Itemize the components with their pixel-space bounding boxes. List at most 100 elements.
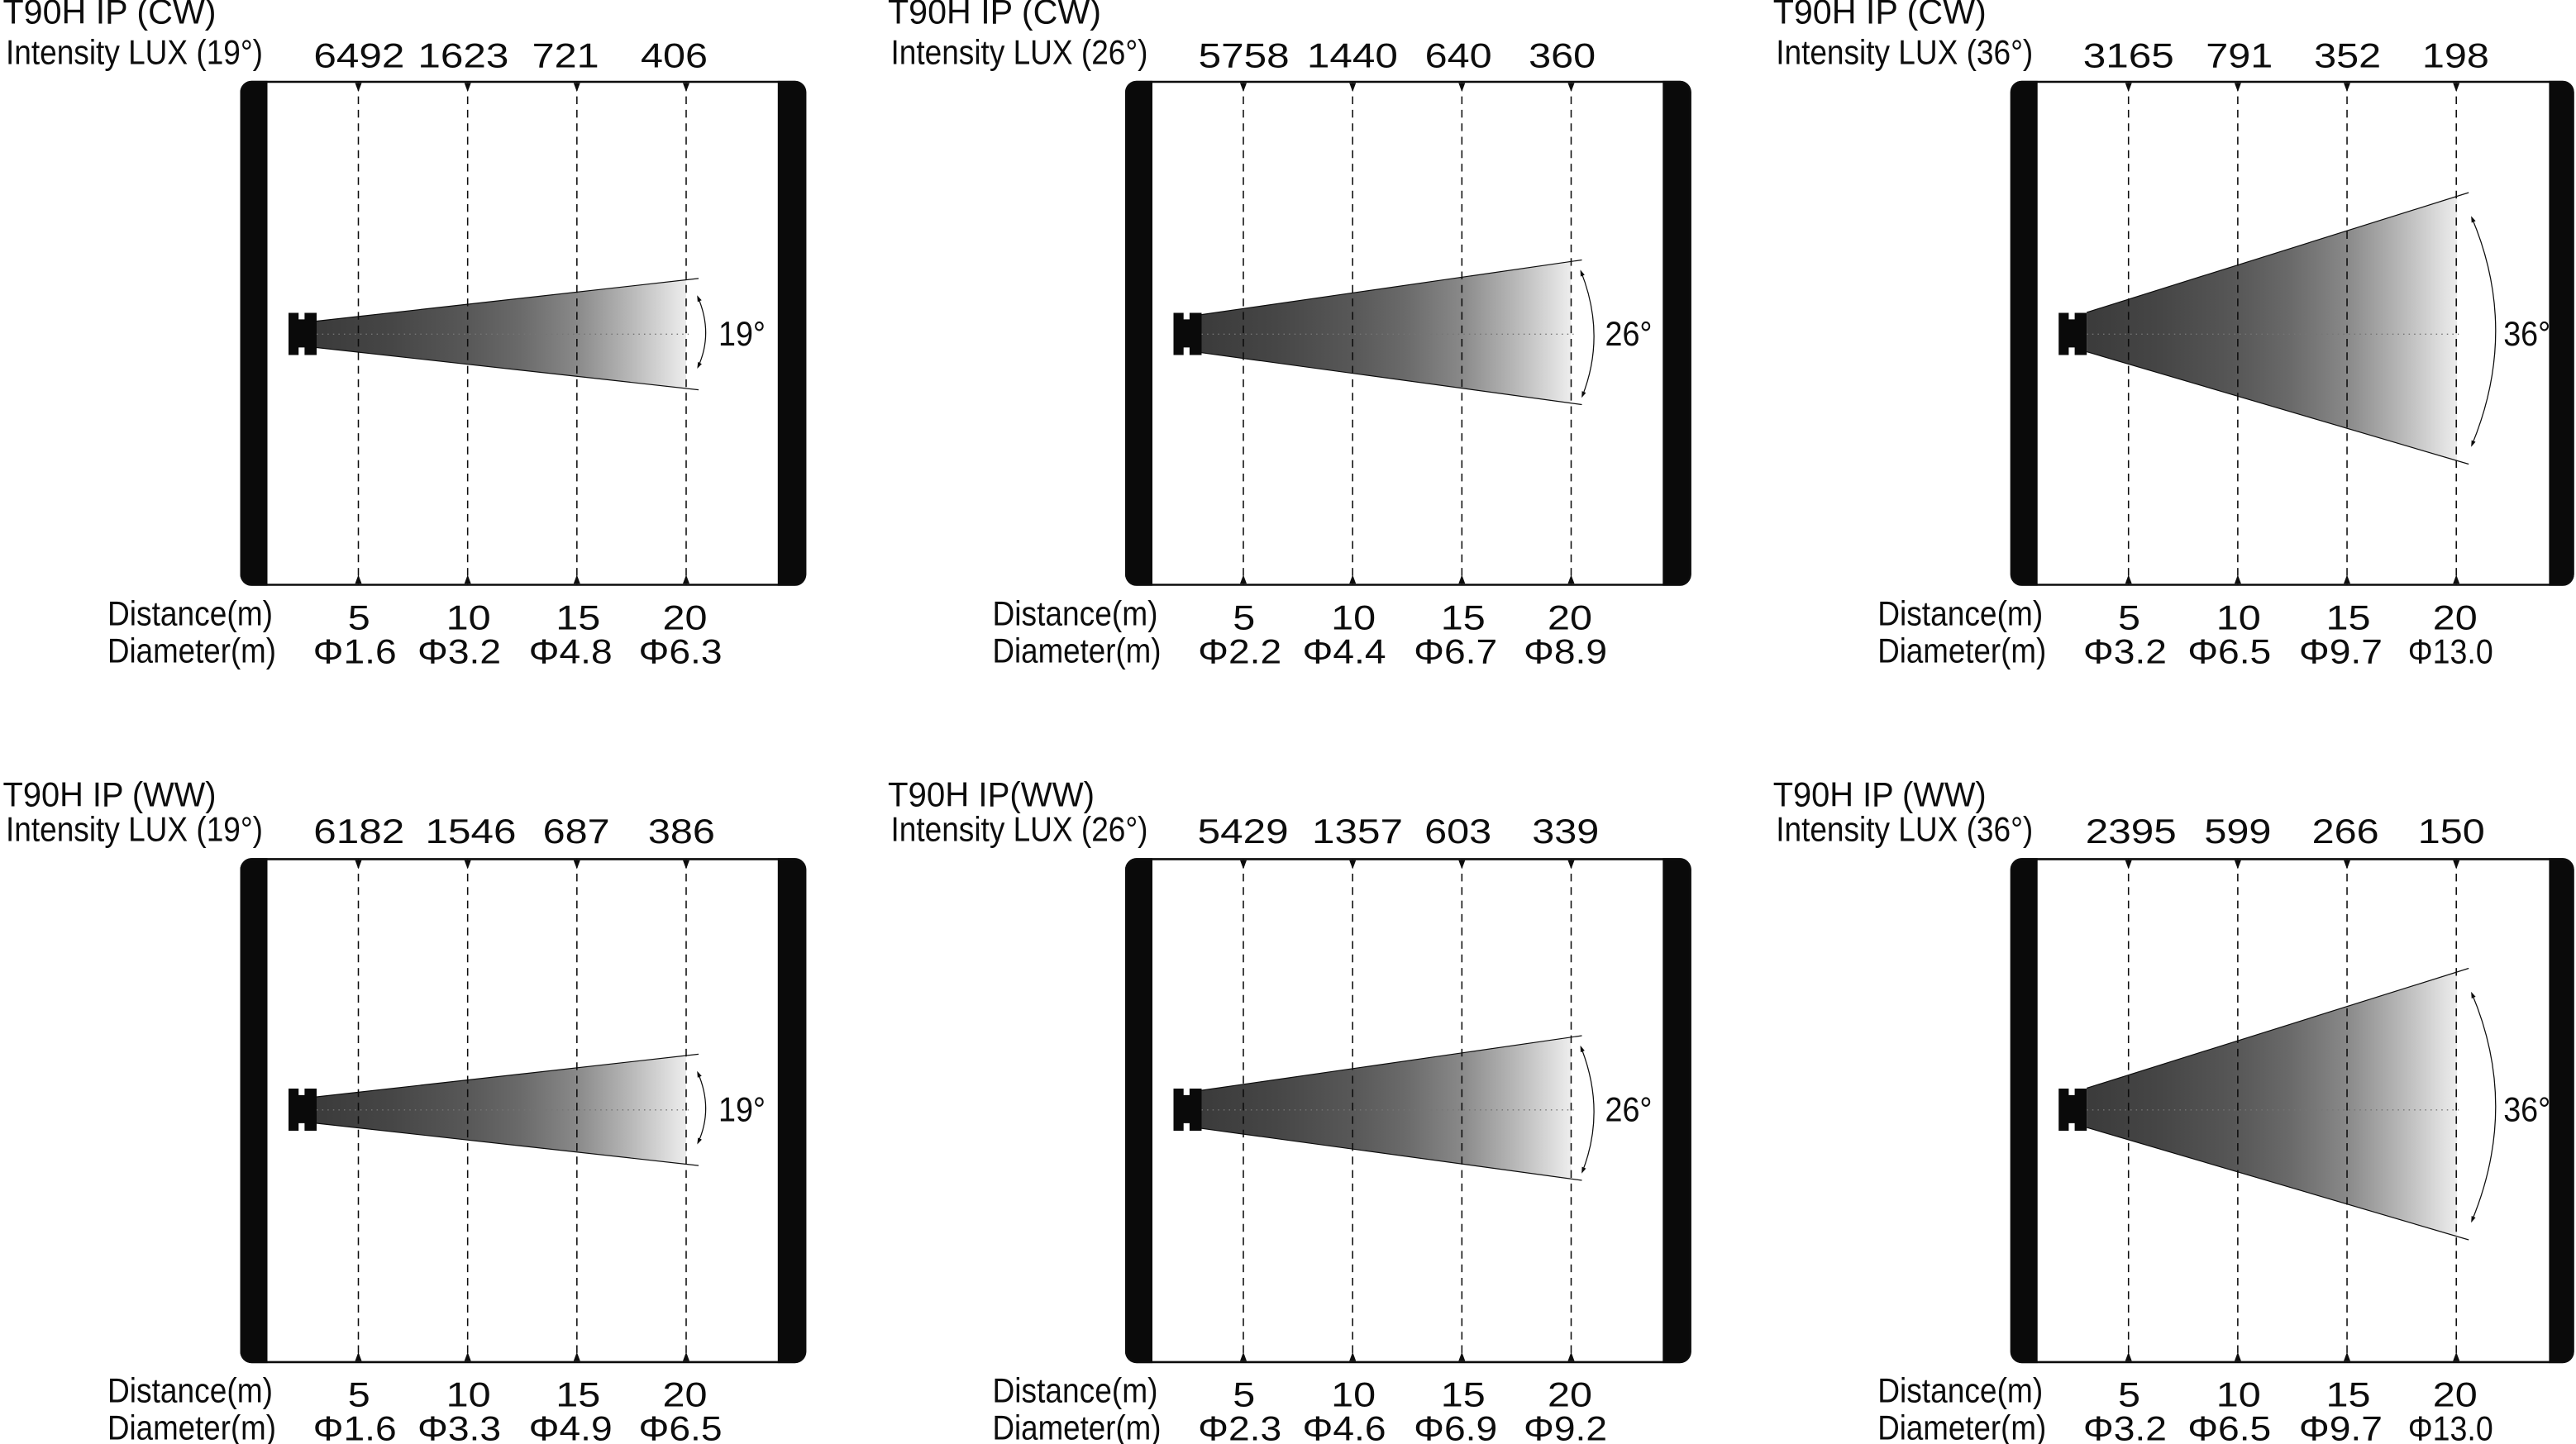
svg-text:791: 791: [2206, 36, 2273, 75]
svg-text:T90H IP (CW): T90H IP (CW): [1773, 0, 1987, 31]
svg-text:T90H IP (WW): T90H IP (WW): [1773, 775, 1987, 814]
svg-text:10: 10: [446, 598, 491, 637]
svg-text:5429: 5429: [1198, 812, 1289, 851]
svg-text:1440: 1440: [1307, 36, 1398, 75]
svg-text:Distance(m): Distance(m): [1877, 1370, 2043, 1409]
svg-text:352: 352: [2314, 36, 2381, 75]
svg-text:Φ6.5: Φ6.5: [2187, 1408, 2271, 1444]
svg-text:T90H IP(WW): T90H IP(WW): [888, 775, 1095, 814]
svg-text:Φ8.9: Φ8.9: [1524, 632, 1607, 671]
svg-text:Intensity LUX (19°): Intensity LUX (19°): [6, 33, 263, 72]
svg-text:Φ4.4: Φ4.4: [1303, 632, 1386, 671]
svg-text:20: 20: [1548, 598, 1592, 637]
svg-text:Φ6.5: Φ6.5: [2187, 632, 2271, 671]
svg-text:Φ13.0: Φ13.0: [2408, 632, 2493, 671]
svg-text:Φ2.3: Φ2.3: [1198, 1408, 1281, 1444]
svg-text:Diameter(m): Diameter(m): [107, 1408, 276, 1444]
svg-text:6182: 6182: [313, 812, 404, 851]
svg-text:386: 386: [648, 812, 715, 851]
svg-text:Φ4.6: Φ4.6: [1303, 1408, 1386, 1444]
svg-text:687: 687: [543, 812, 610, 851]
svg-text:Φ3.2: Φ3.2: [2083, 632, 2167, 671]
svg-text:Diameter(m): Diameter(m): [1877, 1408, 2046, 1444]
svg-text:5: 5: [2118, 598, 2140, 637]
svg-text:Distance(m): Distance(m): [993, 593, 1158, 632]
svg-text:360: 360: [1529, 36, 1596, 75]
svg-text:10: 10: [2216, 1375, 2261, 1414]
svg-text:5: 5: [2118, 1375, 2140, 1414]
svg-text:5758: 5758: [1199, 36, 1290, 75]
svg-text:6492: 6492: [313, 36, 404, 75]
svg-text:Φ6.9: Φ6.9: [1414, 1408, 1497, 1444]
svg-text:Φ9.2: Φ9.2: [1524, 1408, 1607, 1444]
svg-text:Φ6.7: Φ6.7: [1414, 632, 1497, 671]
svg-text:10: 10: [1331, 598, 1376, 637]
svg-text:Φ4.9: Φ4.9: [529, 1408, 613, 1444]
svg-text:721: 721: [532, 36, 599, 75]
svg-text:10: 10: [446, 1375, 491, 1414]
svg-text:Intensity LUX (26°): Intensity LUX (26°): [891, 33, 1148, 72]
svg-text:Diameter(m): Diameter(m): [993, 631, 1162, 670]
svg-text:Diameter(m): Diameter(m): [1877, 631, 2046, 670]
svg-text:266: 266: [2312, 812, 2379, 851]
svg-text:20: 20: [2433, 598, 2478, 637]
svg-text:19°: 19°: [718, 1090, 766, 1129]
svg-text:5: 5: [1233, 598, 1255, 637]
svg-text:640: 640: [1425, 36, 1492, 75]
svg-text:5: 5: [348, 1375, 370, 1414]
svg-text:15: 15: [2326, 1375, 2371, 1414]
svg-text:15: 15: [556, 1375, 600, 1414]
svg-text:2395: 2395: [2086, 812, 2177, 851]
svg-text:15: 15: [1441, 1375, 1486, 1414]
svg-text:3165: 3165: [2083, 36, 2174, 75]
svg-text:198: 198: [2422, 36, 2489, 75]
svg-text:Φ1.6: Φ1.6: [313, 1408, 397, 1444]
svg-text:1623: 1623: [417, 36, 508, 75]
svg-text:Intensity LUX (26°): Intensity LUX (26°): [891, 809, 1148, 848]
svg-text:T90H IP (CW): T90H IP (CW): [888, 0, 1101, 31]
svg-text:20: 20: [1548, 1375, 1592, 1414]
svg-text:406: 406: [641, 36, 708, 75]
svg-text:Diameter(m): Diameter(m): [993, 1408, 1162, 1444]
svg-text:Distance(m): Distance(m): [993, 1370, 1158, 1409]
svg-text:26°: 26°: [1605, 314, 1653, 353]
svg-text:339: 339: [1532, 812, 1599, 851]
svg-text:Φ6.5: Φ6.5: [639, 1408, 723, 1444]
svg-text:Diameter(m): Diameter(m): [107, 631, 276, 670]
svg-text:Φ1.6: Φ1.6: [313, 632, 397, 671]
svg-text:5: 5: [1233, 1375, 1255, 1414]
svg-text:599: 599: [2204, 812, 2271, 851]
svg-text:Φ4.8: Φ4.8: [529, 632, 613, 671]
svg-text:Intensity LUX (36°): Intensity LUX (36°): [1776, 809, 2033, 848]
svg-text:15: 15: [2326, 598, 2371, 637]
svg-text:1546: 1546: [426, 812, 517, 851]
svg-text:Intensity LUX (19°): Intensity LUX (19°): [6, 809, 263, 848]
svg-text:603: 603: [1424, 812, 1491, 851]
svg-text:Φ9.7: Φ9.7: [2299, 1408, 2383, 1444]
svg-text:Φ9.7: Φ9.7: [2299, 632, 2383, 671]
svg-text:1357: 1357: [1312, 812, 1403, 851]
svg-text:T90H IP (CW): T90H IP (CW): [3, 0, 217, 31]
svg-text:Distance(m): Distance(m): [107, 1370, 273, 1409]
svg-text:10: 10: [1331, 1375, 1376, 1414]
svg-text:Φ3.3: Φ3.3: [417, 1408, 501, 1444]
svg-text:5: 5: [348, 598, 370, 637]
svg-text:Φ3.2: Φ3.2: [2083, 1408, 2167, 1444]
svg-text:Φ13.0: Φ13.0: [2408, 1408, 2493, 1444]
svg-text:Φ2.2: Φ2.2: [1198, 632, 1281, 671]
svg-text:Intensity LUX (36°): Intensity LUX (36°): [1776, 33, 2033, 72]
svg-text:19°: 19°: [718, 314, 766, 353]
svg-text:Φ3.2: Φ3.2: [417, 632, 501, 671]
svg-text:20: 20: [2433, 1375, 2478, 1414]
svg-text:15: 15: [556, 598, 600, 637]
svg-text:20: 20: [663, 1375, 708, 1414]
svg-text:36°: 36°: [2503, 1090, 2550, 1129]
svg-text:T90H IP (WW): T90H IP (WW): [3, 775, 217, 814]
svg-text:150: 150: [2418, 812, 2485, 851]
svg-text:26°: 26°: [1605, 1090, 1653, 1129]
svg-text:Distance(m): Distance(m): [1877, 593, 2043, 632]
svg-text:15: 15: [1441, 598, 1486, 637]
svg-text:Distance(m): Distance(m): [107, 593, 273, 632]
svg-text:36°: 36°: [2503, 314, 2550, 353]
svg-text:Φ6.3: Φ6.3: [639, 632, 723, 671]
